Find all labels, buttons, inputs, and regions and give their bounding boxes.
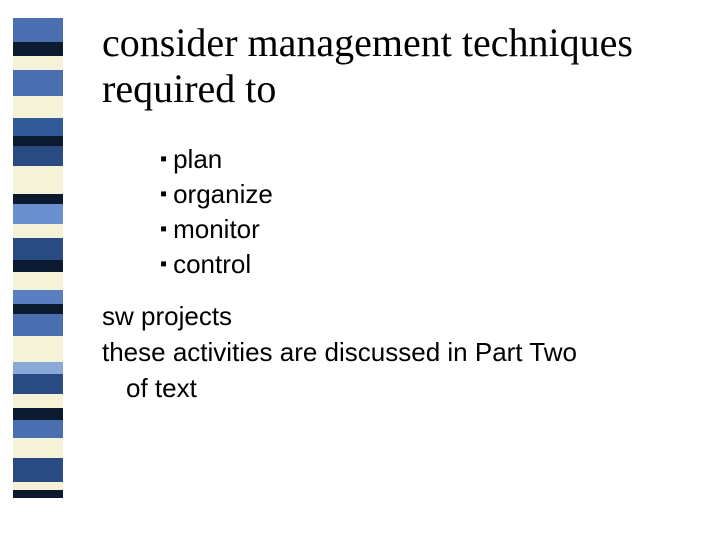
body-text: sw projects these activities are discuss…	[102, 300, 702, 405]
sidebar-stripe	[13, 438, 63, 458]
sidebar-stripe	[13, 408, 63, 420]
bullet-item: ▪organize	[160, 177, 702, 212]
slide-title: consider management techniques required …	[102, 20, 702, 112]
sidebar-stripe	[13, 336, 63, 362]
sidebar-stripe	[13, 56, 63, 70]
sidebar-stripe	[13, 290, 63, 304]
bullet-list: ▪plan▪organize▪monitor▪control	[160, 142, 702, 282]
sidebar-stripe	[13, 304, 63, 314]
sidebar-stripe	[13, 194, 63, 204]
sidebar-stripe	[13, 146, 63, 166]
sidebar-stripe	[13, 238, 63, 260]
sidebar-stripe	[13, 18, 63, 42]
sidebar-stripe	[13, 458, 63, 482]
sidebar-stripe	[13, 224, 63, 238]
sidebar-stripe	[13, 70, 63, 96]
sidebar-stripe	[13, 374, 63, 394]
bullet-dot-icon: ▪	[160, 181, 167, 208]
sidebar-stripe	[13, 118, 63, 136]
bullet-label: monitor	[173, 214, 260, 244]
bullet-dot-icon: ▪	[160, 146, 167, 173]
body-line-1: sw projects	[102, 300, 702, 334]
sidebar-stripe	[13, 42, 63, 56]
sidebar-stripe	[13, 362, 63, 374]
sidebar-stripe	[13, 314, 63, 336]
bullet-dot-icon: ▪	[160, 251, 167, 278]
sidebar-stripe	[13, 96, 63, 118]
bullet-label: plan	[173, 144, 222, 174]
sidebar-stripe	[13, 490, 63, 498]
sidebar-stripe	[13, 420, 63, 438]
slide-content: consider management techniques required …	[102, 20, 702, 408]
bullet-label: organize	[173, 179, 273, 209]
body-line-2a: these activities are discussed in Part T…	[102, 336, 702, 370]
sidebar-stripe	[13, 166, 63, 194]
sidebar-stripe	[13, 482, 63, 490]
bullet-item: ▪monitor	[160, 212, 702, 247]
bullet-label: control	[173, 249, 251, 279]
sidebar-stripe	[13, 260, 63, 272]
sidebar-stripe	[13, 136, 63, 146]
bullet-item: ▪control	[160, 247, 702, 282]
bullet-dot-icon: ▪	[160, 216, 167, 243]
sidebar-stripe	[13, 204, 63, 224]
sidebar-stripe	[13, 394, 63, 408]
bullet-item: ▪plan	[160, 142, 702, 177]
decorative-sidebar	[13, 18, 63, 498]
sidebar-stripe	[13, 272, 63, 290]
body-line-2b: of text	[102, 372, 702, 406]
